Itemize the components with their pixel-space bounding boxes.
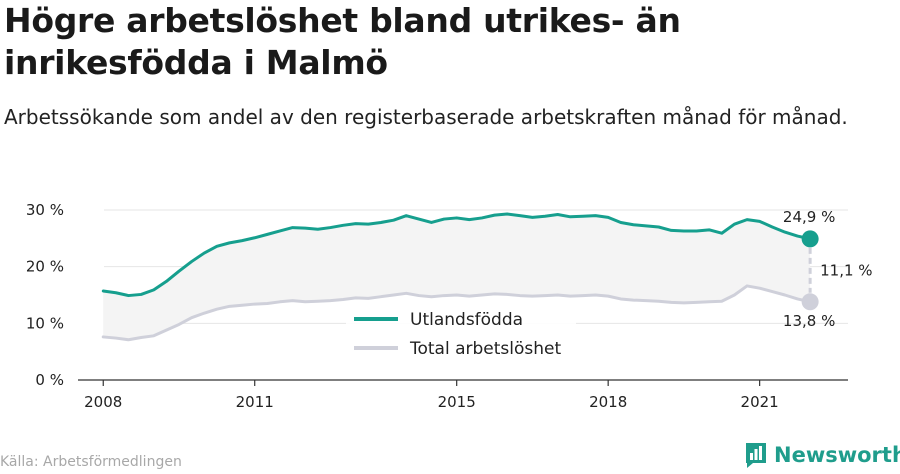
end-value-label-utlandsfodda: 24,9 % (783, 208, 835, 226)
x-tick-label: 2018 (589, 393, 627, 411)
y-tick-label: 0 % (35, 371, 64, 389)
series-line-utlandsfodda (101, 212, 812, 298)
gap-value-label: 11,1 % (820, 261, 872, 279)
end-marker-total (801, 293, 819, 311)
brand-logo[interactable]: Newsworthy (744, 440, 900, 470)
annotation-layer: 24,9 % 13,8 % 11,1 % (783, 208, 873, 330)
x-tick-label: 2011 (236, 393, 274, 411)
chart-title: Högre arbetslöshet bland utrikes- än inr… (4, 1, 681, 82)
legend-label: Utlandsfödda (410, 310, 523, 330)
y-tick-label: 10 % (26, 314, 64, 332)
chart-subtitle: Arbetssökande som andel av den registerb… (4, 105, 848, 129)
series-layer (101, 212, 812, 342)
difference-band (103, 213, 811, 340)
legend: Utlandsfödda Total arbetslöshet (346, 305, 576, 363)
end-value-label-total: 13,8 % (783, 312, 835, 330)
source-note: Källa: Arbetsförmedlingen (0, 454, 182, 470)
y-tick-label: 20 % (26, 258, 64, 276)
y-tick-label: 30 % (26, 201, 64, 219)
end-marker-utlandsfodda (801, 230, 819, 248)
legend-background (346, 305, 576, 363)
legend-label: Total arbetslöshet (409, 339, 562, 359)
newsworthy-logo-icon (746, 443, 766, 468)
x-tick-label: 2015 (438, 393, 476, 411)
axis-layer: 0 % 10 % 20 % 30 % 2008 2011 2015 2018 2021 (26, 201, 848, 411)
series-line-total (101, 284, 812, 342)
brand-name: Newsworthy (774, 443, 900, 467)
x-tick-label: 2021 (741, 393, 779, 411)
x-tick-label: 2008 (84, 393, 122, 411)
